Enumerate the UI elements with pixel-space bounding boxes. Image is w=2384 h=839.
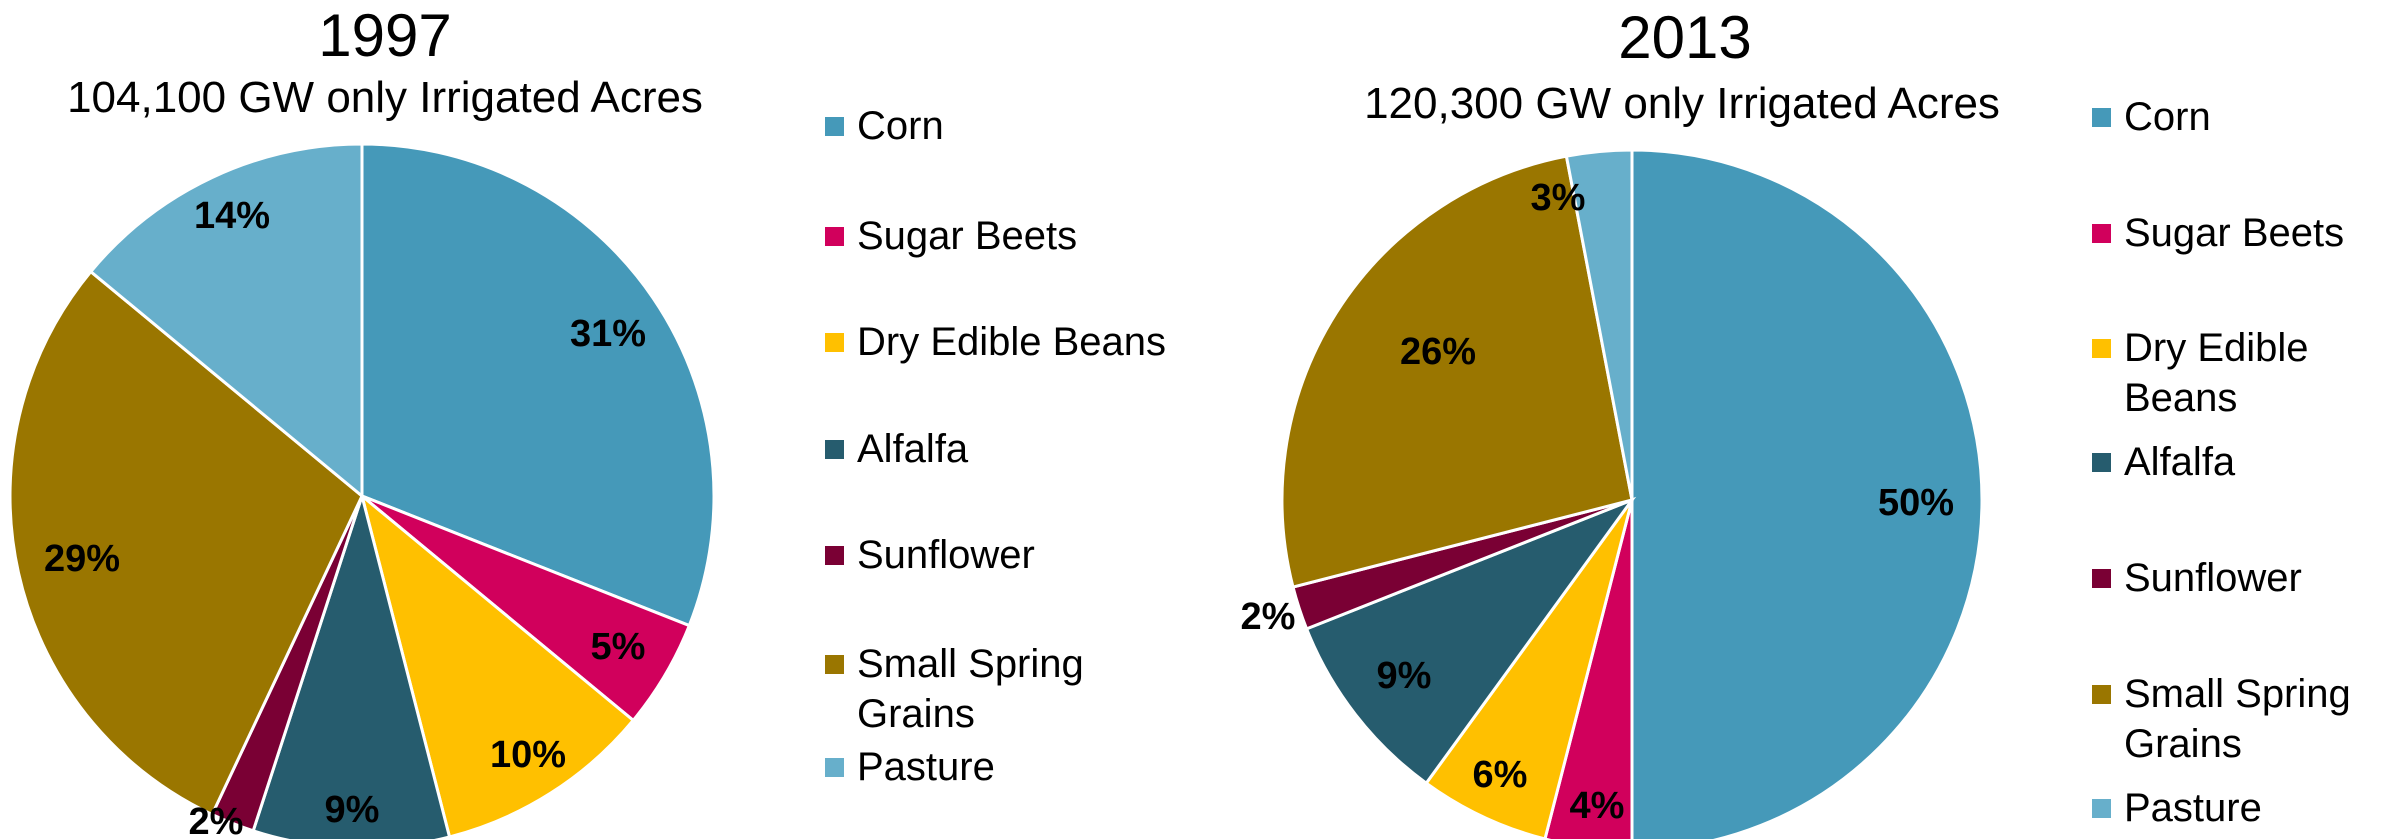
legend-item-corn: Corn (2092, 92, 2382, 142)
legend-item-sugar-beets: Sugar Beets (825, 211, 1185, 261)
legend-item-sugar-beets: Sugar Beets (2092, 208, 2382, 258)
data-label-pasture: 14% (194, 195, 270, 237)
chart-title: 1997 (318, 2, 452, 69)
chart-1997: 1997 104,100 GW only Irrigated Acres 31%… (8, 2, 1185, 839)
data-label-dry-edible-beans: 10% (490, 734, 566, 776)
legend-item-small-spring-grains: Small Spring Grains (825, 639, 1185, 739)
chart-subtitle: 120,300 GW only Irrigated Acres (1364, 79, 2000, 128)
data-label-corn: 31% (570, 313, 646, 355)
legend-item-alfalfa: Alfalfa (2092, 437, 2382, 487)
legend-item-sunflower: Sunflower (825, 530, 1185, 580)
pie-slice-corn (360, 142, 716, 628)
pie-slice-alfalfa (1304, 496, 1637, 786)
pie-slice-pasture (88, 142, 364, 500)
legend-swatch (2092, 799, 2111, 818)
legend-swatch (825, 440, 844, 459)
legend-item-pasture: Pasture (2092, 783, 2382, 833)
data-label-small-spring-grains: 26% (1400, 331, 1476, 373)
data-label-corn: 50% (1878, 482, 1954, 524)
legend-label: Dry Edible Beans (857, 320, 1167, 364)
legend-item-small-spring-grains: Small Spring Grains (2092, 669, 2382, 769)
legend-swatch (825, 758, 844, 777)
legend-swatch (2092, 108, 2111, 127)
legend-swatch (2092, 685, 2111, 704)
data-label-dry-edible-beans: 6% (1473, 754, 1528, 796)
legend-label: Small Spring Grains (857, 642, 1084, 736)
legend-label: Sugar Beets (857, 214, 1078, 258)
legend-item-pasture: Pasture (825, 742, 1185, 792)
legend-swatch (2092, 224, 2111, 243)
legend-swatch (2092, 339, 2111, 358)
legend-label: Sunflower (857, 533, 1035, 577)
pie-slice-small-spring-grains (8, 269, 364, 817)
pie-slice-corn (1630, 148, 1984, 839)
chart-2013: 2013 120,300 GW only Irrigated Acres 50%… (1192, 0, 2384, 839)
legend-item-corn: Corn (825, 101, 1185, 151)
data-label-sugar-beets: 5% (591, 626, 646, 668)
legend-item-sunflower: Sunflower (2092, 553, 2382, 603)
pie-slice-dry-edible-beans (359, 491, 636, 839)
legend-label: Dry Edible Beans (2124, 326, 2309, 420)
legend-item-dry-edible-beans: Dry Edible Beans (825, 317, 1185, 367)
data-label-sunflower: 2% (1241, 596, 1296, 638)
legend-swatch (825, 546, 844, 565)
legend-label: Corn (857, 104, 944, 148)
data-label-alfalfa: 9% (1377, 655, 1432, 697)
legend-item-alfalfa: Alfalfa (825, 424, 1185, 474)
legend-swatch (2092, 569, 2111, 588)
data-label-sunflower: 2% (189, 801, 244, 839)
pie-chart: 50% 4% 6% 9% 2% 26% 3% (1241, 148, 1984, 839)
pie-slice-dry-edible-beans (1424, 499, 1634, 839)
legend-swatch (2092, 453, 2111, 472)
chart-title: 2013 (1618, 4, 1752, 71)
legend-swatch (825, 227, 844, 246)
pie-slice-small-spring-grains (1280, 154, 1634, 589)
chart-subtitle: 104,100 GW only Irrigated Acres (67, 73, 703, 122)
legend-label: Sunflower (2124, 556, 2302, 600)
legend-label: Alfalfa (2124, 440, 2236, 484)
data-label-alfalfa: 9% (325, 789, 380, 831)
legend-swatch (825, 117, 844, 136)
pie-slice-alfalfa (251, 490, 452, 839)
legend-swatch (825, 333, 844, 352)
legend-label: Pasture (857, 745, 995, 789)
legend-label: Alfalfa (857, 427, 969, 471)
data-label-sugar-beets: 4% (1570, 785, 1625, 827)
legend-item-dry-edible-beans: Dry Edible Beans (2092, 323, 2382, 423)
legend-label: Pasture (2124, 786, 2262, 830)
legend-label: Sugar Beets (2124, 211, 2345, 255)
legend-label: Corn (2124, 95, 2211, 139)
pie-slice-pasture (1564, 148, 1634, 501)
pie-chart: 31% 5% 10% 9% 2% 29% 14% (8, 142, 716, 839)
data-label-pasture: 3% (1531, 177, 1586, 219)
data-label-small-spring-grains: 29% (44, 538, 120, 580)
legend-label: Small Spring Grains (2124, 672, 2351, 766)
legend-swatch (825, 655, 844, 674)
